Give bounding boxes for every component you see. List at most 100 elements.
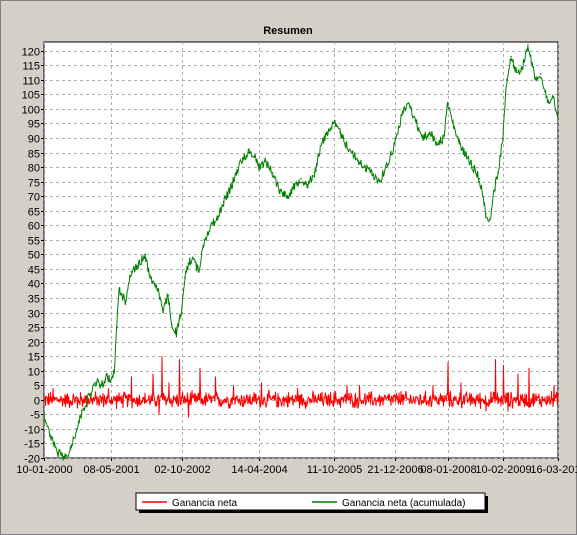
acumulada-data-point — [435, 143, 438, 145]
y-tick-label: 100 — [22, 105, 40, 117]
acumulada-data-point — [393, 143, 396, 145]
acumulada-data-point — [478, 177, 481, 180]
y-tick-label: 40 — [28, 279, 40, 291]
series-ganancia-neta-line — [43, 356, 559, 418]
acumulada-data-point — [229, 189, 231, 192]
acumulada-data-point — [48, 433, 51, 436]
acumulada-data-point — [313, 172, 316, 174]
acumulada-data-point — [180, 311, 183, 314]
x-tick-label: 11-10-2005 — [307, 464, 362, 476]
acumulada-data-point — [286, 195, 288, 197]
acumulada-data-point — [248, 151, 250, 154]
acumulada-data-point — [116, 326, 118, 328]
acumulada-data-point — [531, 64, 533, 67]
acumulada-data-point — [278, 189, 281, 192]
acumulada-data-point — [162, 311, 164, 314]
acumulada-data-point — [378, 180, 381, 183]
y-tick-label: 70 — [28, 192, 40, 204]
acumulada-data-point — [197, 271, 200, 273]
x-tick-label: 02-10-2002 — [154, 464, 210, 476]
acumulada-data-point — [210, 224, 212, 227]
acumulada-data-point — [118, 288, 120, 291]
acumulada-data-point — [144, 253, 146, 256]
acumulada-data-point — [89, 393, 92, 395]
acumulada-data-point — [552, 96, 555, 99]
y-tick-label: 25 — [28, 323, 40, 335]
y-tick-label: 60 — [28, 221, 40, 233]
y-tick-label: 105 — [22, 90, 40, 102]
acumulada-data-point — [407, 102, 410, 104]
acumulada-data-point — [518, 73, 521, 75]
acumulada-data-point — [300, 177, 302, 180]
acumulada-data-point — [241, 157, 244, 160]
legend-label-ganancia-neta: Ganancia neta — [172, 498, 237, 509]
y-tick-label: 55 — [28, 236, 40, 248]
acumulada-data-point — [167, 294, 169, 296]
acumulada-data-point — [414, 119, 417, 122]
legend-box — [135, 492, 486, 511]
y-tick-label: 35 — [28, 294, 40, 306]
acumulada-data-point — [137, 265, 139, 267]
y-tick-label: 50 — [28, 250, 40, 262]
plot-area — [43, 41, 559, 459]
acumulada-data-point — [328, 128, 330, 131]
acumulada-data-point — [502, 137, 504, 139]
y-tick-label: 85 — [28, 149, 40, 161]
y-tick-label: 65 — [28, 207, 40, 219]
acumulada-data-point — [371, 172, 373, 174]
series-ganancia-neta-acumulada-line — [43, 46, 559, 461]
y-tick-label: 90 — [28, 134, 40, 146]
acumulada-data-point — [110, 381, 112, 384]
acumulada-data-point — [539, 73, 542, 75]
acumulada-data-point — [485, 212, 487, 215]
acumulada-data-point — [258, 166, 260, 168]
y-tick-label: 75 — [28, 178, 40, 190]
y-tick-label: 30 — [28, 309, 40, 321]
acumulada-data-point — [170, 323, 173, 326]
acumulada-data-point — [307, 183, 309, 186]
grid-lines — [44, 42, 559, 459]
acumulada-data-point — [222, 201, 225, 203]
acumulada-data-point — [429, 131, 431, 133]
acumulada-data-point — [505, 79, 508, 81]
acumulada-data-point — [548, 102, 550, 104]
acumulada-data-point — [364, 166, 366, 168]
acumulada-data-point — [493, 189, 496, 192]
acumulada-data-point — [149, 276, 151, 279]
acumulada-data-point — [345, 143, 347, 145]
acumulada-data-point — [557, 116, 559, 119]
legend-label-ganancia-neta-acumulada: Ganancia neta (acumulada) — [342, 498, 465, 509]
acumulada-data-point — [203, 239, 206, 241]
acumulada-data-point — [216, 218, 218, 221]
acumulada-data-point — [401, 113, 403, 116]
y-tick-label: 0 — [34, 396, 40, 408]
acumulada-data-point — [191, 256, 194, 259]
acumulada-data-point — [235, 172, 238, 174]
acumulada-data-point — [497, 172, 499, 174]
acumulada-data-point — [465, 154, 467, 157]
acumulada-data-point — [421, 137, 424, 139]
y-tick-label: -5 — [30, 410, 40, 422]
acumulada-data-point — [510, 55, 512, 58]
acumulada-data-point — [446, 102, 449, 104]
acumulada-data-point — [357, 160, 360, 163]
acumulada-data-point — [124, 300, 127, 302]
acumulada-data-point — [543, 90, 546, 93]
plot-series — [43, 44, 559, 461]
x-tick-label: 08-05-2001 — [83, 464, 139, 476]
y-tick-label: -15 — [24, 439, 40, 451]
acumulada-data-point — [175, 332, 178, 334]
acumulada-data-point — [458, 143, 461, 145]
acumulada-data-point — [333, 122, 336, 125]
y-tick-label: 20 — [28, 338, 40, 350]
acumulada-data-point — [56, 451, 59, 454]
x-tick-label: 08-01-2008 — [420, 464, 476, 476]
acumulada-data-point — [69, 448, 72, 451]
acumulada-data-point — [452, 125, 455, 128]
acumulada-data-point — [442, 137, 445, 139]
y-tick-label: 45 — [28, 265, 40, 277]
x-tick-label: 21-12-2006 — [367, 464, 423, 476]
acumulada-data-point — [64, 457, 66, 459]
